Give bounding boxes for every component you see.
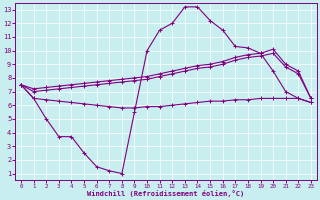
X-axis label: Windchill (Refroidissement éolien,°C): Windchill (Refroidissement éolien,°C) [87, 190, 244, 197]
